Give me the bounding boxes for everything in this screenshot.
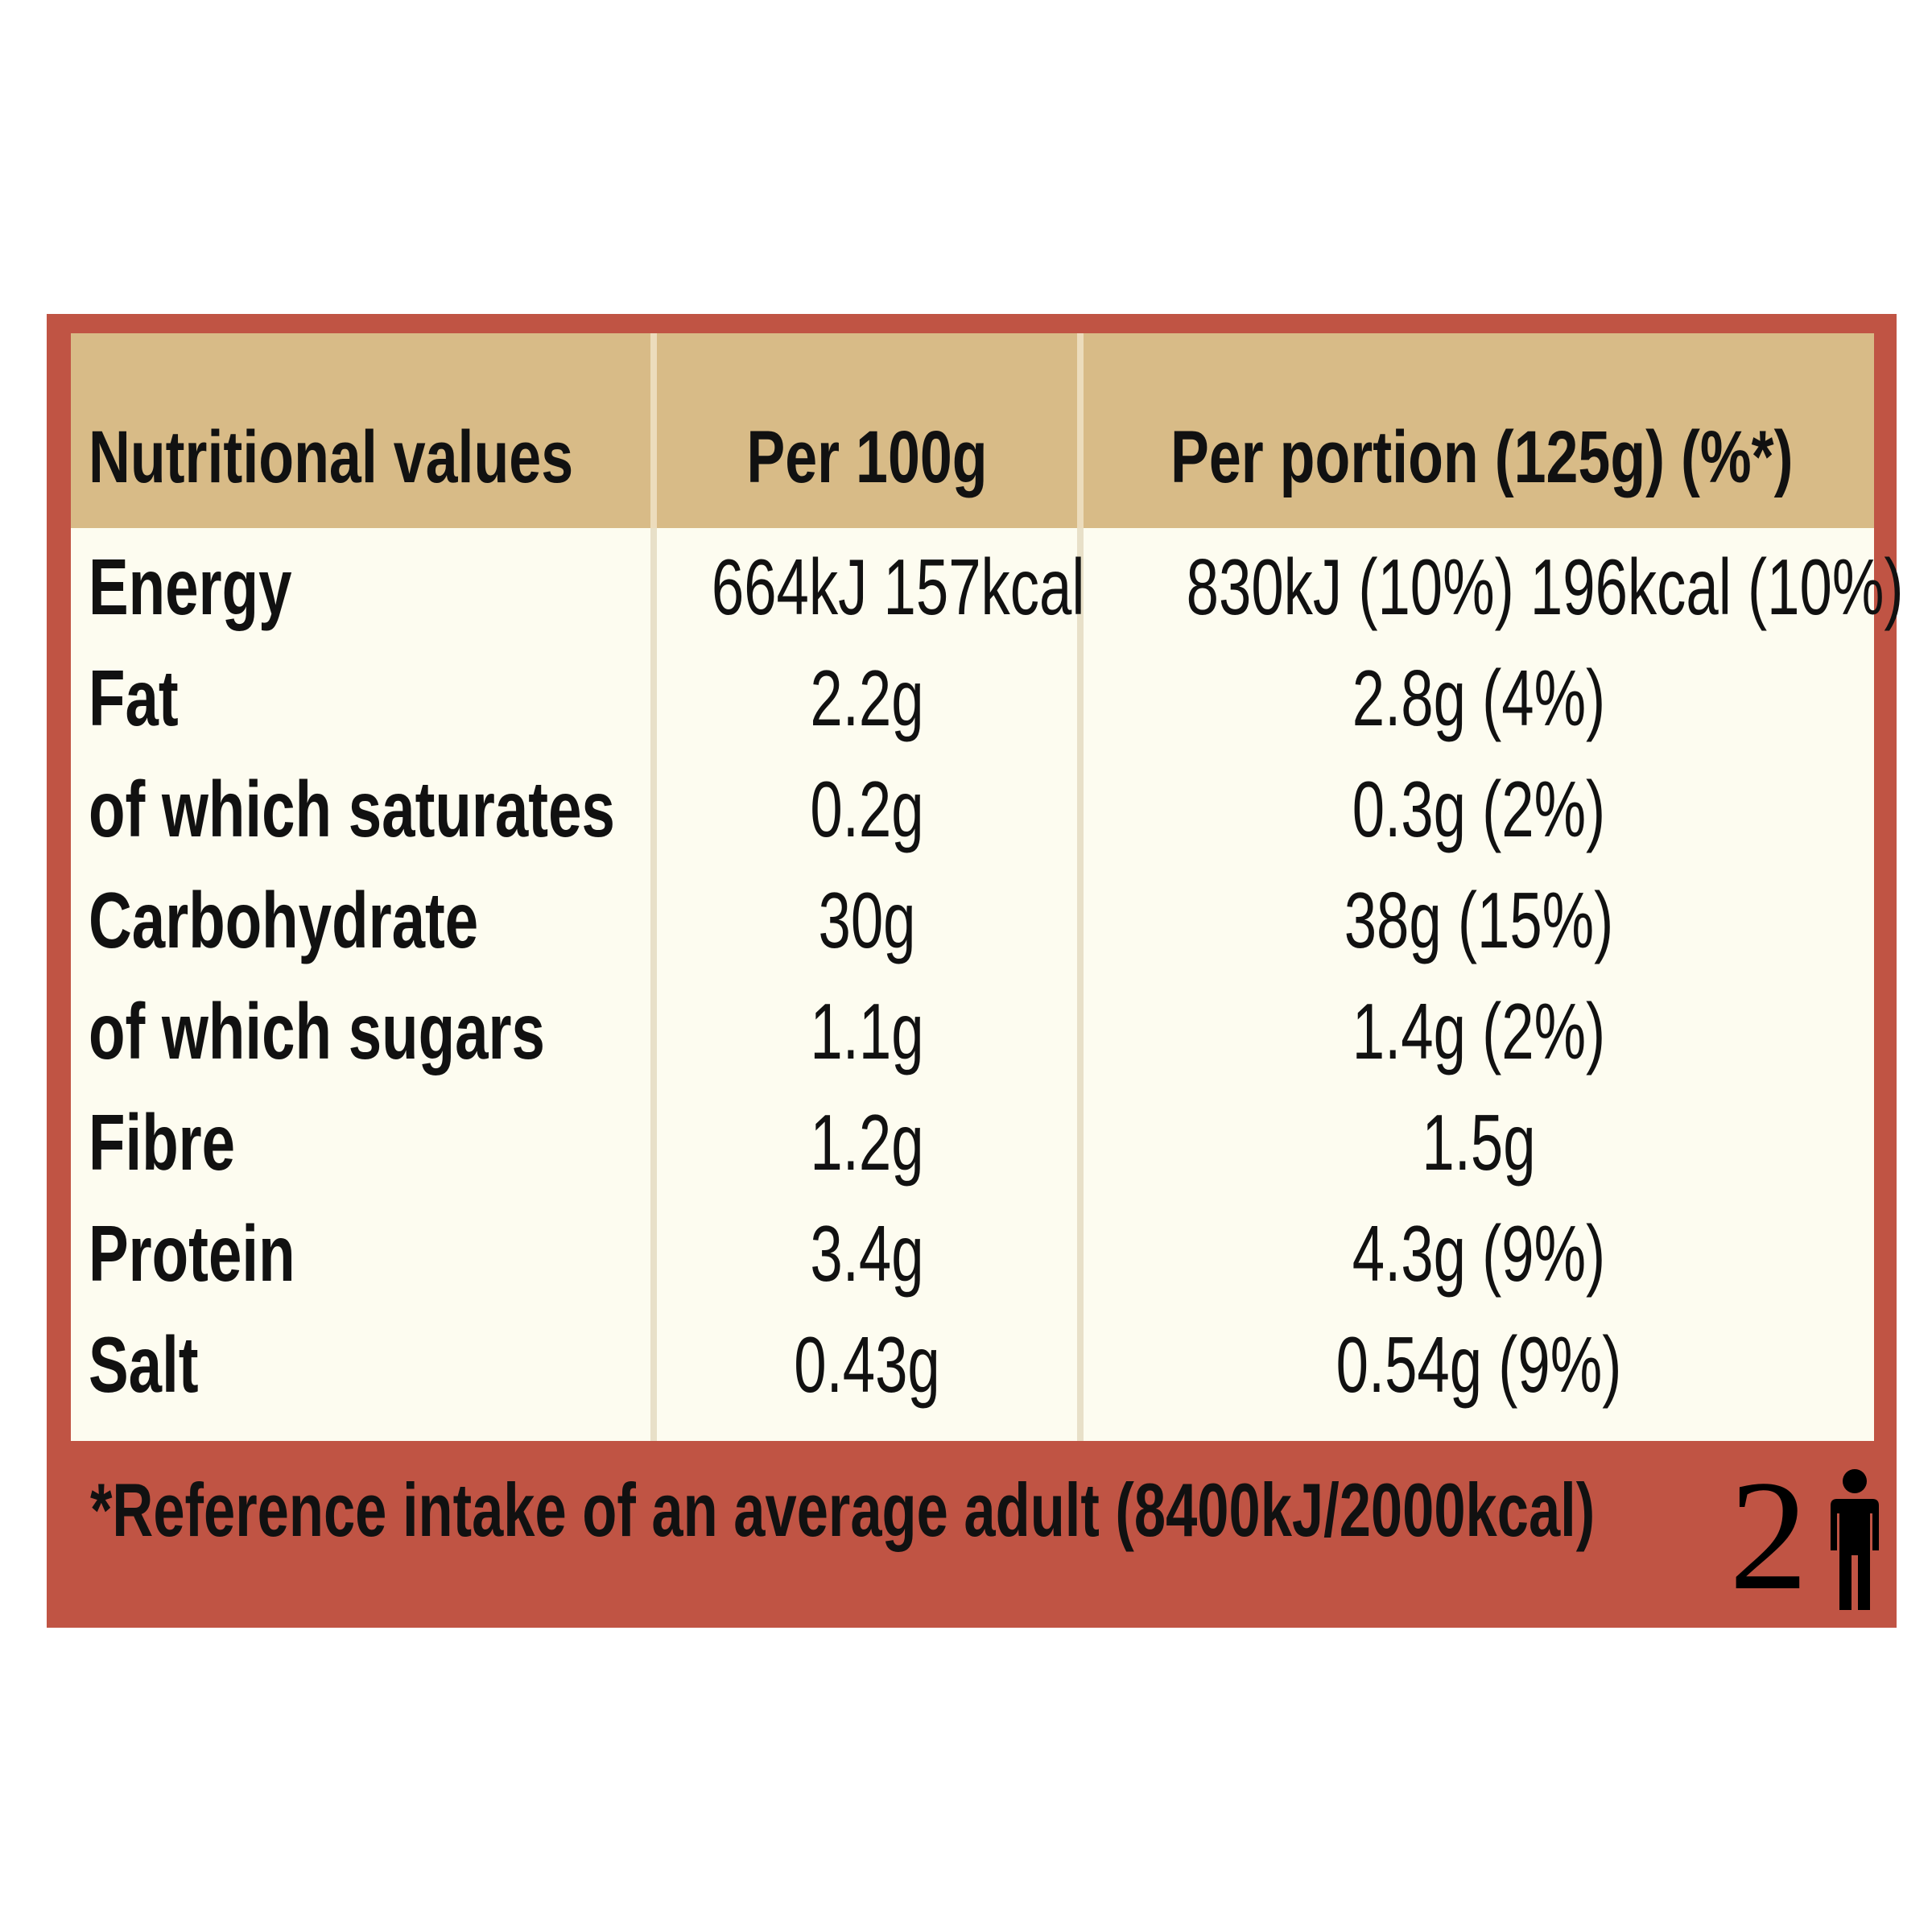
header-per-100g: Per 100g: [746, 416, 988, 498]
value-per-portion: 830kJ (10%) 196kcal (10%): [1186, 543, 1904, 631]
table-row: Fat 2.2g 2.8g (4%): [71, 639, 1874, 750]
value-per-portion: 0.3g (2%): [1352, 765, 1606, 853]
person-icon: [1831, 1469, 1879, 1610]
value-per-100g: 30g: [818, 876, 916, 964]
header-nutritional-values: Nutritional values: [89, 416, 574, 498]
value-per-portion: 1.4g (2%): [1352, 987, 1606, 1075]
value-per-100g: 1.2g: [810, 1098, 924, 1187]
portion-count: 2: [1729, 1448, 1808, 1623]
header-divider: [650, 333, 657, 528]
value-per-100g: 664kJ 157kcal: [711, 543, 1085, 631]
nutrient-name: Salt: [89, 1320, 199, 1409]
column-divider: [650, 528, 657, 1441]
table-row: Fibre 1.2g 1.5g: [71, 1084, 1874, 1195]
nutrition-table: Nutritional values Per 100g Per portion …: [71, 333, 1904, 1441]
nutrient-name: of which saturates: [89, 765, 615, 853]
nutrient-name: Fibre: [89, 1098, 236, 1187]
value-per-portion: 0.54g (9%): [1335, 1320, 1622, 1409]
table-header: Nutritional values Per 100g Per portion …: [71, 333, 1874, 528]
table-row: of which saturates 0.2g 0.3g (2%): [71, 750, 1874, 861]
nutrient-name: Energy: [89, 543, 292, 631]
nutrition-label: Nutritional values Per 100g Per portion …: [47, 314, 1904, 1628]
value-per-100g: 2.2g: [810, 654, 924, 742]
table-row: Protein 3.4g 4.3g (9%): [71, 1195, 1874, 1306]
value-per-portion: 38g (15%): [1344, 876, 1614, 964]
nutrient-name: of which sugars: [89, 987, 545, 1075]
value-per-portion: 2.8g (4%): [1352, 654, 1606, 742]
reference-intake-footnote: *Reference intake of an average adult (8…: [90, 1468, 1596, 1552]
value-per-portion: 1.5g: [1422, 1098, 1536, 1187]
value-per-100g: 1.1g: [810, 987, 924, 1075]
header-divider: [1077, 333, 1084, 528]
table-row: Energy 664kJ 157kcal 830kJ (10%) 196kcal…: [71, 528, 1904, 639]
header-per-portion: Per portion (125g) (%*): [1170, 416, 1794, 498]
table-row: Salt 0.43g 0.54g (9%): [71, 1306, 1874, 1417]
value-per-100g: 0.43g: [794, 1320, 940, 1409]
value-per-portion: 4.3g (9%): [1352, 1209, 1606, 1298]
table-row: Carbohydrate 30g 38g (15%): [71, 861, 1874, 972]
table-row: of which sugars 1.1g 1.4g (2%): [71, 972, 1874, 1084]
column-divider: [1077, 528, 1084, 1441]
value-per-100g: 3.4g: [810, 1209, 924, 1298]
nutrient-name: Fat: [89, 654, 179, 742]
value-per-100g: 0.2g: [810, 765, 924, 853]
nutrient-name: Protein: [89, 1209, 295, 1298]
nutrient-name: Carbohydrate: [89, 876, 479, 964]
